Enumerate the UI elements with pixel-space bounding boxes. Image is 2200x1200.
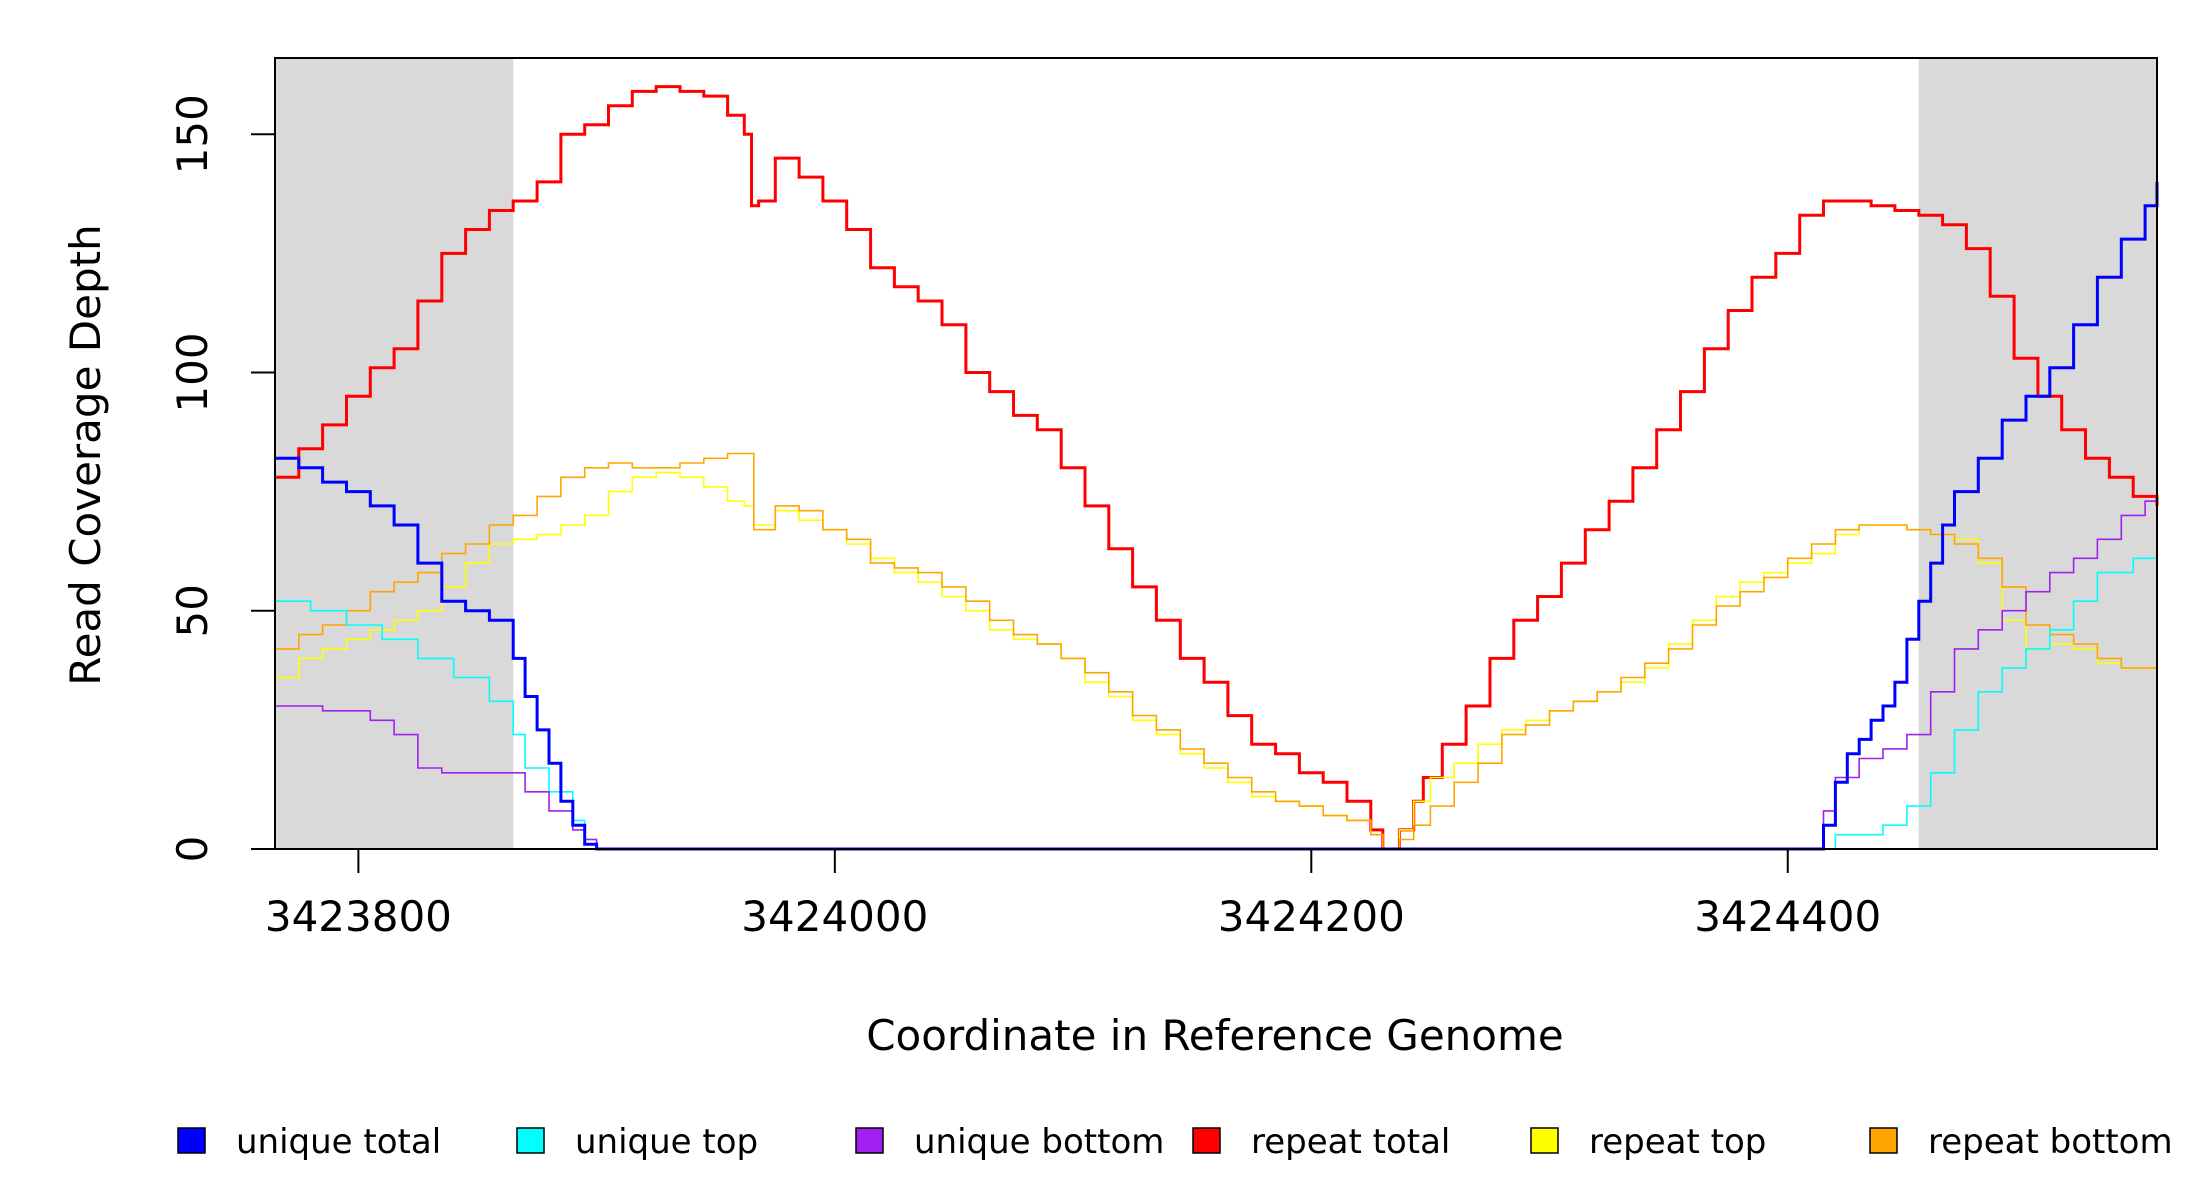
series-repeat-bottom	[275, 452, 2158, 850]
legend-item-repeat-total: repeat total	[1192, 1122, 1450, 1162]
shaded-region-2	[1918, 58, 2157, 849]
legend: unique total unique top unique bottom repea…	[177, 1122, 2173, 1162]
plot-frame	[274, 57, 2158, 850]
series-lines	[275, 85, 2159, 851]
shaded-region-1	[275, 58, 514, 849]
y-axis: 0 50 100 150	[168, 94, 276, 863]
legend-item-unique-total: unique total	[177, 1122, 441, 1162]
y-tick-label: 50	[168, 584, 217, 637]
legend-swatch	[516, 1127, 545, 1154]
y-axis-title: Read Coverage Depth	[61, 224, 110, 685]
legend-swatch	[1192, 1127, 1221, 1154]
series-repeat-total	[275, 85, 2159, 851]
legend-label: unique bottom	[914, 1122, 1164, 1162]
y-tick-label: 150	[168, 94, 217, 174]
series-unique-bottom	[275, 486, 2158, 850]
x-axis-title: Coordinate in Reference Genome	[866, 1011, 1564, 1060]
x-axis: 3423800 3424000 3424200 3424400	[265, 848, 1881, 941]
series-unique-top	[275, 553, 2158, 850]
legend-item-repeat-top: repeat top	[1530, 1122, 1766, 1162]
legend-swatch	[1869, 1127, 1898, 1154]
shaded-regions	[275, 58, 2157, 849]
legend-swatch	[177, 1127, 206, 1154]
legend-label: unique total	[236, 1122, 441, 1162]
x-tick-label: 3424000	[741, 892, 928, 941]
legend-label: repeat total	[1251, 1122, 1450, 1162]
legend-item-unique-bottom: unique bottom	[855, 1122, 1164, 1162]
legend-label: repeat bottom	[1928, 1122, 2173, 1162]
legend-swatch	[855, 1127, 884, 1154]
legend-label: unique top	[575, 1122, 758, 1162]
x-tick-label: 3424200	[1218, 892, 1405, 941]
x-tick-label: 3424400	[1694, 892, 1881, 941]
y-tick-label: 0	[168, 836, 217, 863]
legend-item-unique-top: unique top	[516, 1122, 758, 1162]
legend-label: repeat top	[1589, 1122, 1766, 1162]
x-tick-label: 3423800	[265, 892, 452, 941]
y-tick-label: 100	[168, 332, 217, 412]
legend-swatch	[1530, 1127, 1559, 1154]
legend-item-repeat-bottom: repeat bottom	[1869, 1122, 2173, 1162]
series-unique-total	[275, 181, 2159, 851]
